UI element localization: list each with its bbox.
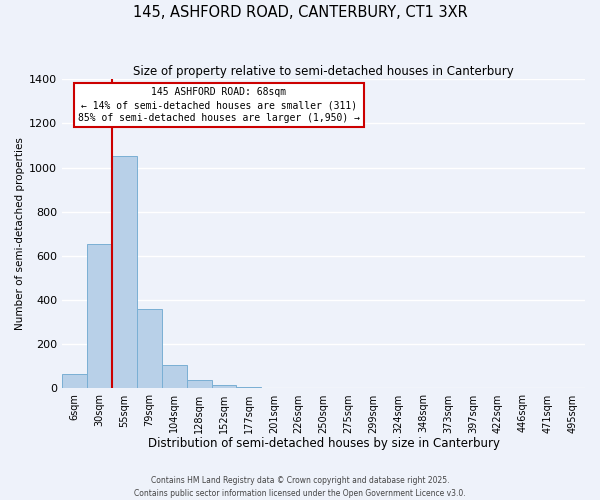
Bar <box>137 309 162 388</box>
Text: Contains HM Land Registry data © Crown copyright and database right 2025.
Contai: Contains HM Land Registry data © Crown c… <box>134 476 466 498</box>
Bar <box>212 385 236 388</box>
Text: 145 ASHFORD ROAD: 68sqm
← 14% of semi-detached houses are smaller (311)
85% of s: 145 ASHFORD ROAD: 68sqm ← 14% of semi-de… <box>78 87 360 124</box>
Text: 145, ASHFORD ROAD, CANTERBURY, CT1 3XR: 145, ASHFORD ROAD, CANTERBURY, CT1 3XR <box>133 5 467 20</box>
Bar <box>62 374 87 388</box>
Bar <box>87 244 112 388</box>
Bar <box>112 156 137 388</box>
Bar <box>187 380 212 388</box>
Bar <box>162 366 187 388</box>
Title: Size of property relative to semi-detached houses in Canterbury: Size of property relative to semi-detach… <box>133 65 514 78</box>
Y-axis label: Number of semi-detached properties: Number of semi-detached properties <box>15 138 25 330</box>
X-axis label: Distribution of semi-detached houses by size in Canterbury: Distribution of semi-detached houses by … <box>148 437 500 450</box>
